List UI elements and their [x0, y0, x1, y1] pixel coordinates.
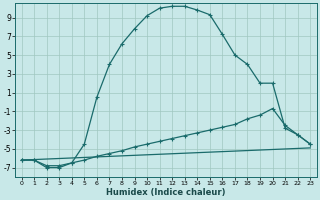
X-axis label: Humidex (Indice chaleur): Humidex (Indice chaleur) — [106, 188, 226, 197]
